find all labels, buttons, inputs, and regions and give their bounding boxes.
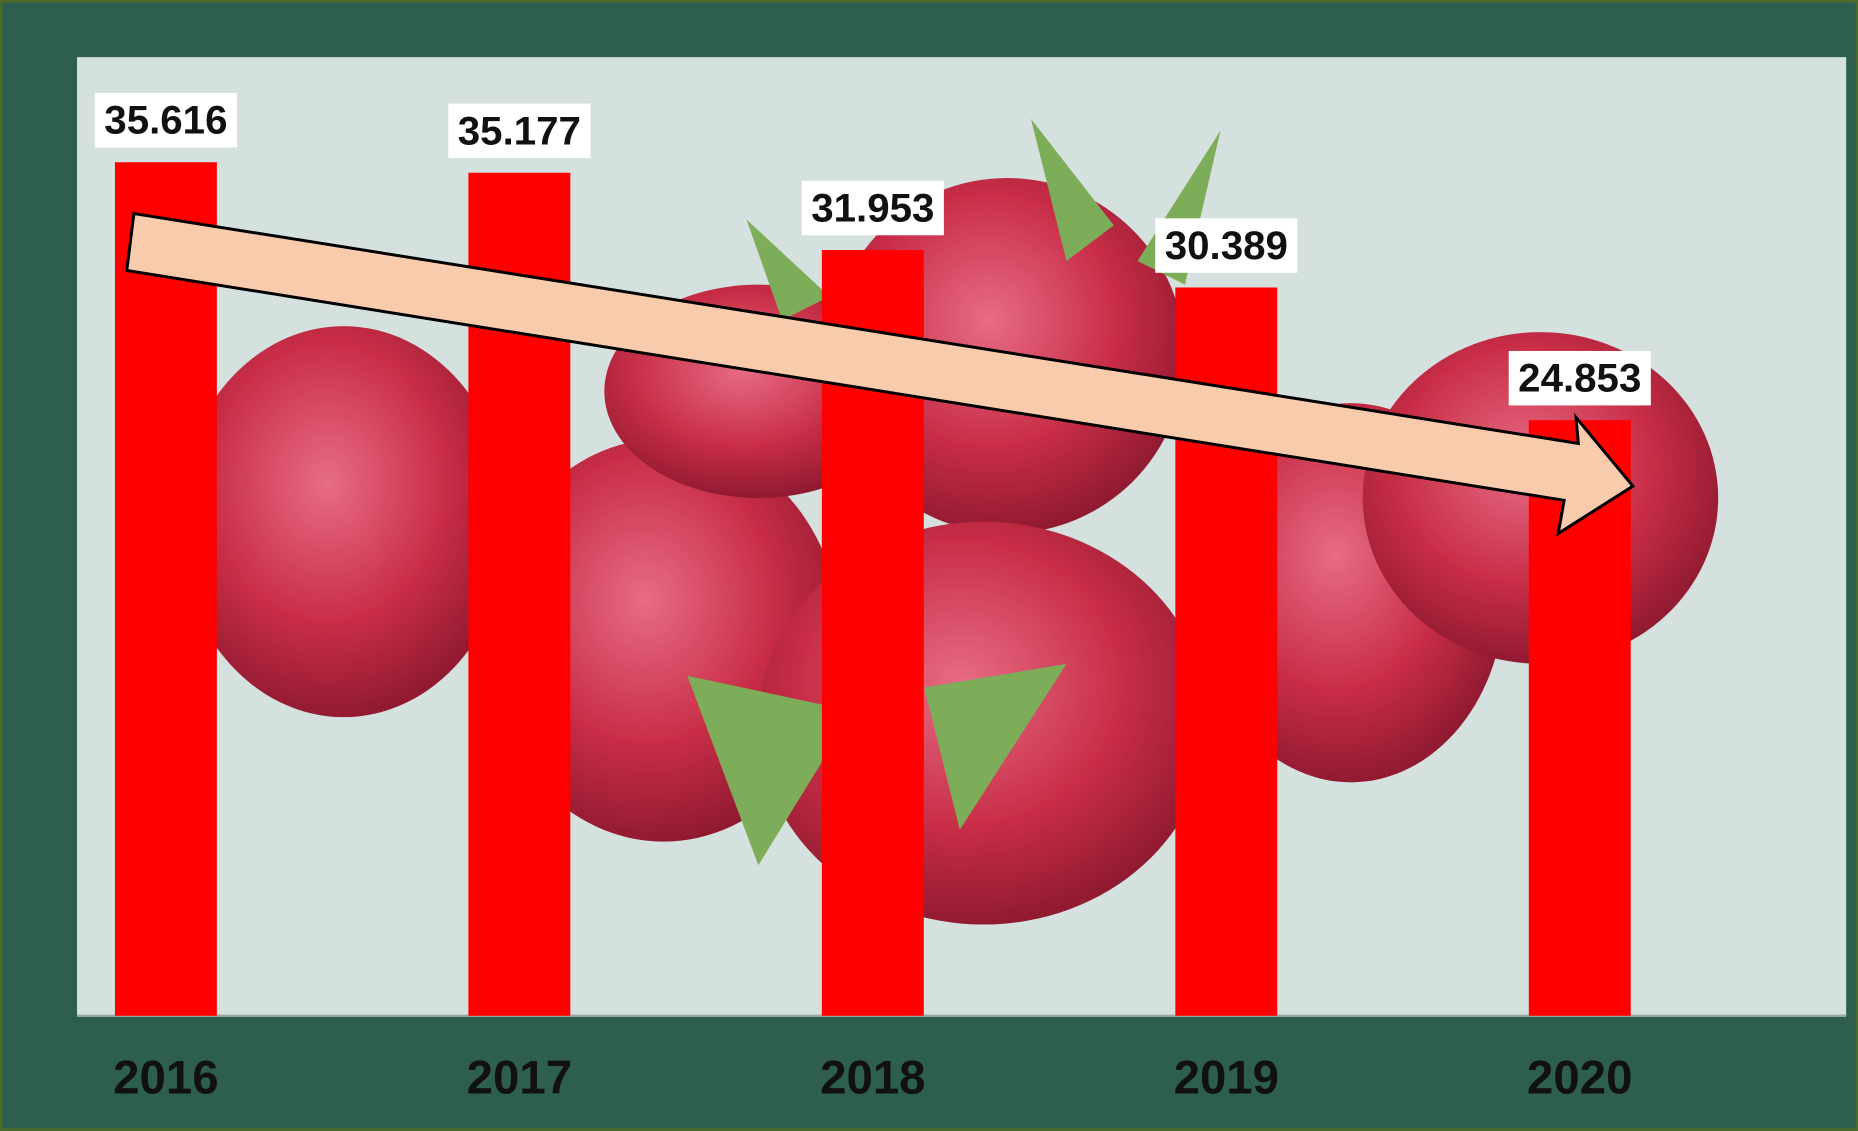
chart: 2016 35.616 2017 35.177 2018 31.953 2019 30.389… xyxy=(0,0,1858,1131)
x-tick-label: 2016 xyxy=(113,1051,218,1104)
data-label: 35.177 xyxy=(458,108,581,153)
berry xyxy=(178,326,510,717)
data-label: 24.853 xyxy=(1518,356,1641,401)
x-tick-label: 2019 xyxy=(1174,1051,1279,1104)
data-label: 31.953 xyxy=(811,186,934,231)
x-tick-label: 2017 xyxy=(467,1051,572,1104)
page: 2016 35.616 2017 35.177 2018 31.953 2019 30.389… xyxy=(0,0,1858,1131)
data-label: 30.389 xyxy=(1165,223,1288,268)
bar xyxy=(115,162,217,1016)
x-tick-label: 2020 xyxy=(1527,1051,1632,1104)
data-label: 35.616 xyxy=(104,98,227,143)
x-tick-label: 2018 xyxy=(820,1051,925,1104)
